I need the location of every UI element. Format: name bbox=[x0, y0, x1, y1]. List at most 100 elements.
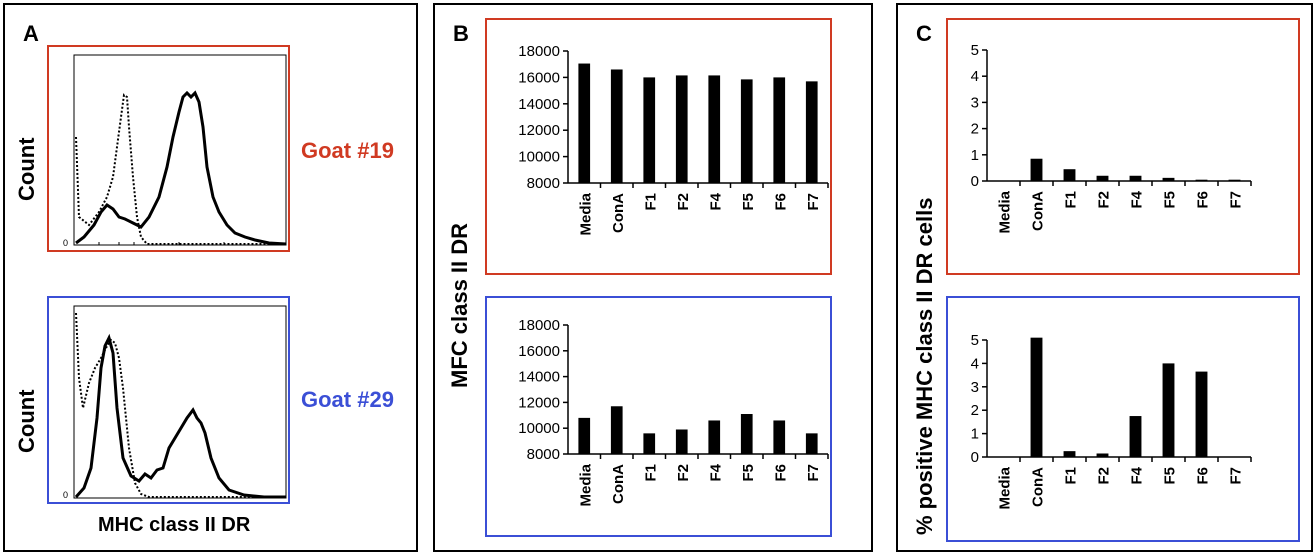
bar-f1 bbox=[643, 77, 656, 183]
y-tick-label: 18000 bbox=[518, 317, 560, 334]
panel-c-goat29-frame bbox=[946, 296, 1300, 542]
count-label-top: Count bbox=[14, 137, 39, 201]
bar-f2 bbox=[675, 75, 688, 183]
histogram-goat29: 0 bbox=[63, 305, 287, 500]
y-tick-label: 0 bbox=[971, 449, 979, 466]
panel-a-label: A bbox=[23, 21, 39, 46]
bar-f2 bbox=[1096, 453, 1109, 457]
histogram-goat29-solid-curve bbox=[74, 333, 286, 499]
histogram-x-title: MHC class II DR bbox=[98, 514, 251, 536]
bar-f4 bbox=[708, 420, 721, 454]
y-tick-label: 14000 bbox=[518, 96, 560, 113]
histogram-goat19-dotted-curve bbox=[75, 93, 286, 245]
histogram-goat19-zero-tick: 0 bbox=[63, 238, 68, 248]
goat29-label: Goat #29 bbox=[301, 387, 394, 412]
x-tick-label: F4 bbox=[707, 463, 724, 481]
x-tick-label: ConA bbox=[1030, 191, 1047, 231]
chart-b-goat19: 8000 10000 12000 14000 16000 18000 Media ConA F1… bbox=[518, 43, 829, 236]
bar-f6 bbox=[1195, 179, 1208, 181]
y-tick-label: 8000 bbox=[527, 175, 560, 192]
x-tick-label: ConA bbox=[610, 193, 627, 233]
x-tick-label: ConA bbox=[610, 464, 627, 504]
bar-f5 bbox=[740, 414, 753, 454]
y-tick-label: 10000 bbox=[518, 149, 560, 166]
x-tick-label: F2 bbox=[1096, 191, 1113, 209]
y-tick-label: 4 bbox=[971, 355, 979, 372]
x-tick-label: F1 bbox=[1063, 467, 1080, 485]
x-tick-label: F6 bbox=[1195, 467, 1212, 485]
y-tick-label: 12000 bbox=[518, 394, 560, 411]
histogram-goat29-dotted-curve bbox=[75, 312, 286, 498]
bar-cona bbox=[1030, 158, 1043, 181]
y-tick-label: 2 bbox=[971, 121, 979, 138]
x-tick-label: Media bbox=[997, 466, 1014, 509]
bar-f5 bbox=[740, 79, 753, 183]
x-tick-label: Media bbox=[577, 192, 594, 235]
y-tick-label: 0 bbox=[971, 173, 979, 190]
x-tick-label: F7 bbox=[1228, 191, 1245, 209]
bar-f2 bbox=[1096, 175, 1109, 181]
panel-a: A 0 Goat #19 Count 0 Goat #29 Count MHC … bbox=[3, 3, 418, 552]
x-tick-label: F2 bbox=[675, 464, 692, 482]
bar-f5 bbox=[1162, 177, 1175, 181]
y-tick-label: 4 bbox=[971, 68, 979, 85]
bar-media bbox=[578, 417, 591, 454]
y-tick-label: 12000 bbox=[518, 122, 560, 139]
goat19-label: Goat #19 bbox=[301, 138, 394, 163]
panel-b-goat19-frame bbox=[485, 18, 832, 275]
bar-f4 bbox=[1129, 175, 1142, 181]
x-tick-label: F1 bbox=[642, 464, 659, 482]
panel-b-label: B bbox=[453, 21, 469, 46]
chart-c-goat29: 0 1 2 3 4 5 Media ConA F1 F2 F4 F5 F6 F7 bbox=[971, 332, 1252, 510]
bar-f4 bbox=[1129, 416, 1142, 457]
y-tick-label: 5 bbox=[971, 42, 979, 59]
x-tick-label: F6 bbox=[1195, 191, 1212, 209]
x-tick-label: F4 bbox=[1129, 466, 1146, 484]
bar-cona bbox=[610, 69, 623, 183]
bar-f1 bbox=[1063, 451, 1076, 457]
chart-c-goat19: 0 1 2 3 4 5 Media ConA F1 F2 F4 F5 F6 F7 bbox=[971, 42, 1252, 234]
x-tick-label: F7 bbox=[805, 193, 822, 211]
x-tick-label: F5 bbox=[1162, 191, 1179, 209]
bar-f7 bbox=[805, 81, 818, 183]
bar-f5 bbox=[1162, 363, 1175, 457]
y-tick-label: 5 bbox=[971, 332, 979, 349]
bar-f7 bbox=[1228, 179, 1241, 181]
x-tick-label: F4 bbox=[1129, 190, 1146, 208]
x-tick-label: F1 bbox=[1063, 191, 1080, 209]
bar-f1 bbox=[1063, 169, 1076, 181]
y-tick-label: 3 bbox=[971, 94, 979, 111]
x-tick-label: F2 bbox=[675, 193, 692, 211]
panel-c-goat19-frame bbox=[946, 18, 1300, 275]
bar-cona bbox=[610, 406, 623, 454]
bar-f2 bbox=[675, 429, 688, 454]
x-tick-label: F5 bbox=[740, 193, 757, 211]
x-tick-label: Media bbox=[997, 190, 1014, 233]
panel-c-label: C bbox=[916, 21, 932, 46]
y-tick-label: 1 bbox=[971, 426, 979, 443]
bar-media bbox=[578, 63, 591, 183]
y-tick-label: 2 bbox=[971, 402, 979, 419]
bar-cona bbox=[1030, 337, 1043, 457]
histogram-goat19-frame: 0 bbox=[47, 45, 290, 252]
bar-f7 bbox=[805, 433, 818, 454]
histogram-goat19: 0 bbox=[63, 54, 287, 248]
histogram-goat19-axes bbox=[73, 54, 287, 246]
histogram-goat29-zero-tick: 0 bbox=[63, 490, 68, 500]
bar-f4 bbox=[708, 75, 721, 183]
bar-f6 bbox=[773, 420, 786, 454]
bar-f1 bbox=[643, 433, 656, 454]
histogram-goat19-solid-curve bbox=[75, 90, 287, 246]
x-tick-label: F7 bbox=[805, 464, 822, 482]
y-tick-label: 10000 bbox=[518, 420, 560, 437]
x-tick-label: F1 bbox=[642, 193, 659, 211]
x-tick-label: F2 bbox=[1096, 467, 1113, 485]
y-tick-label: 14000 bbox=[518, 369, 560, 386]
x-tick-label: F6 bbox=[772, 193, 789, 211]
bar-f6 bbox=[1195, 371, 1208, 457]
bar-f6 bbox=[773, 77, 786, 183]
histogram-goat29-frame: 0 bbox=[47, 296, 290, 504]
x-tick-label: F4 bbox=[707, 192, 724, 210]
x-tick-label: Media bbox=[577, 463, 594, 506]
